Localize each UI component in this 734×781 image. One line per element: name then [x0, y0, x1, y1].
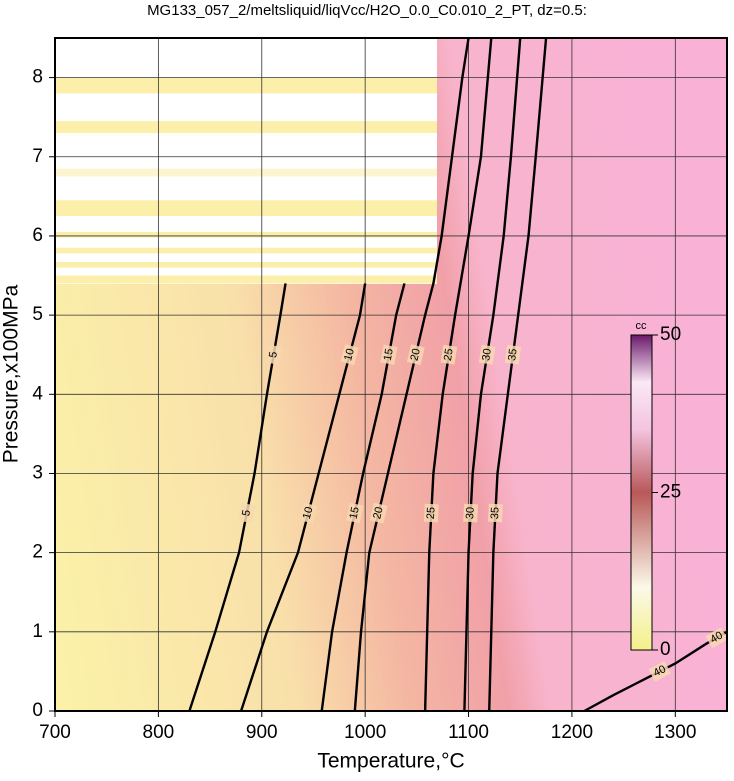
stripe [55, 200, 437, 217]
x-tick-label: 1100 [448, 722, 489, 743]
plot-frame [54, 37, 728, 712]
contour-label-bg [504, 344, 522, 365]
contour-label: 40 [652, 663, 668, 679]
contour-label-bg [369, 502, 388, 524]
stripe [55, 77, 437, 94]
masked-region [55, 38, 437, 284]
contour-line [463, 37, 522, 712]
contour-label-bg [406, 344, 425, 366]
colorbar-tick-label: 0 [660, 639, 671, 660]
colorbar [630, 334, 653, 651]
contour-label-bg [478, 344, 496, 365]
colorbar-tick-label: 25 [660, 482, 681, 503]
contour-label-bg [487, 503, 503, 523]
contour-label: 5 [240, 509, 253, 517]
y-tick-label: 1 [32, 621, 43, 642]
contour-label-bg [380, 344, 398, 365]
contour-label: 20 [371, 506, 385, 521]
y-tick-label: 6 [32, 225, 43, 246]
stripe [55, 262, 437, 268]
contour-label-bg [265, 344, 283, 365]
contour-label: 25 [442, 348, 456, 362]
y-tick-label: 4 [32, 383, 43, 404]
y-tick-label: 7 [32, 146, 43, 167]
contour-label: 15 [348, 506, 362, 520]
x-tick-label: 1300 [654, 722, 696, 743]
contour-label: 40 [708, 629, 725, 646]
contour-label: 15 [382, 348, 396, 362]
y-tick-label: 2 [32, 542, 43, 563]
contour-label-bg [346, 502, 364, 524]
contour-label: 30 [480, 348, 494, 362]
contour-label: 5 [267, 351, 280, 359]
stripe [55, 168, 437, 177]
y-axis-label: Pressure,x100MPa [0, 284, 23, 463]
contour-label-bg [705, 627, 728, 649]
chart-title: MG133_057_2/meltsliquid/liqVcc/H2O_0.0_C… [147, 2, 587, 19]
contour-line [239, 283, 367, 712]
colorbar-label: cc [636, 320, 648, 332]
x-tick-label: 700 [39, 722, 71, 743]
x-tick-label: 800 [143, 722, 175, 743]
contour-label: 10 [342, 347, 357, 362]
y-tick-label: 5 [32, 304, 43, 325]
x-axis-label: Temperature,°C [317, 750, 464, 773]
y-tick-label: 3 [32, 462, 43, 483]
mask [55, 38, 437, 284]
contour-line [320, 283, 406, 712]
contour-label: 25 [425, 507, 438, 520]
y-tick-label: 0 [32, 700, 43, 721]
stripe [55, 121, 437, 133]
contour-line [188, 283, 287, 712]
contour-line [488, 37, 548, 712]
x-tick-label: 1200 [551, 722, 593, 743]
contour-label-bg [299, 502, 318, 524]
contour-label: 35 [506, 348, 519, 362]
stripe [55, 232, 437, 238]
contour-label-bg [238, 502, 256, 524]
contour-label: 30 [464, 507, 477, 520]
contour-label-bg [440, 344, 458, 365]
contour-label: 10 [301, 506, 316, 521]
contour-label-bg [423, 503, 439, 523]
contour-line [353, 37, 470, 712]
x-tick-label: 900 [246, 722, 278, 743]
stripe [55, 275, 437, 284]
stripe [55, 247, 437, 254]
contour-label: 20 [408, 347, 422, 362]
contour-label-bg [463, 503, 479, 523]
x-tick-label: 1000 [344, 722, 386, 743]
contour-label-bg [648, 661, 671, 682]
contour-line [423, 37, 493, 712]
contour-label: 35 [489, 507, 502, 520]
contour-label-bg [340, 344, 359, 366]
y-tick-label: 8 [32, 67, 43, 88]
colorbar-tick-label: 50 [660, 324, 681, 345]
